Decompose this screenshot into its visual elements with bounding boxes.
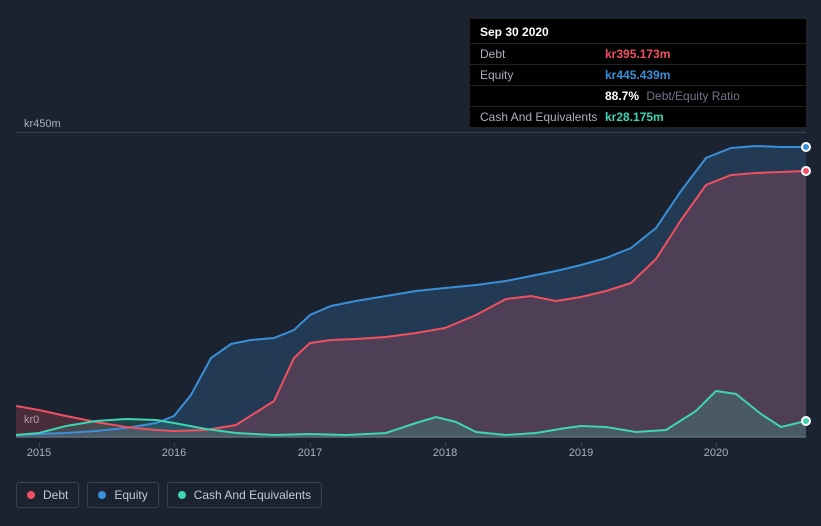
xaxis-tick-label: 2017 xyxy=(298,447,322,459)
tooltip-row-ratio: 88.7% Debt/Equity Ratio xyxy=(470,85,806,106)
legend-dot-icon xyxy=(27,491,35,499)
tooltip-label: Debt xyxy=(480,47,605,61)
xaxis-tick-label: 2015 xyxy=(27,447,51,459)
legend-dot-icon xyxy=(178,491,186,499)
legend-label: Cash And Equivalents xyxy=(194,488,311,502)
legend-item-cash[interactable]: Cash And Equivalents xyxy=(167,482,322,508)
tooltip-value: 88.7% Debt/Equity Ratio xyxy=(605,89,740,103)
plot-region[interactable] xyxy=(16,132,806,437)
chart-svg xyxy=(16,133,806,438)
xaxis-tick-label: 2020 xyxy=(704,447,728,459)
tooltip-label: Cash And Equivalents xyxy=(480,110,605,124)
end-marker-equity xyxy=(801,142,811,152)
xaxis-tick-label: 2018 xyxy=(433,447,457,459)
legend-label: Debt xyxy=(43,488,68,502)
yaxis-label-max: kr450m xyxy=(24,118,61,130)
tooltip-row-equity: Equity kr445.439m xyxy=(470,64,806,85)
legend: Debt Equity Cash And Equivalents xyxy=(16,482,322,508)
chart-tooltip: Sep 30 2020 Debt kr395.173m Equity kr445… xyxy=(469,18,807,128)
legend-item-equity[interactable]: Equity xyxy=(87,482,158,508)
end-marker-debt xyxy=(801,166,811,176)
tooltip-date: Sep 30 2020 xyxy=(470,19,806,43)
tooltip-value: kr28.175m xyxy=(605,110,664,124)
tooltip-value: kr395.173m xyxy=(605,47,670,61)
xaxis-tick-label: 2016 xyxy=(162,447,186,459)
legend-label: Equity xyxy=(114,488,147,502)
legend-dot-icon xyxy=(98,491,106,499)
end-marker-cash xyxy=(801,416,811,426)
tooltip-value: kr445.439m xyxy=(605,68,670,82)
tooltip-label: Equity xyxy=(480,68,605,82)
xaxis: 2015 2016 2017 2018 2019 2020 xyxy=(16,443,806,467)
legend-item-debt[interactable]: Debt xyxy=(16,482,79,508)
tooltip-label xyxy=(480,89,605,103)
xaxis-tick-label: 2019 xyxy=(569,447,593,459)
tooltip-row-debt: Debt kr395.173m xyxy=(470,43,806,64)
tooltip-row-cash: Cash And Equivalents kr28.175m xyxy=(470,106,806,127)
